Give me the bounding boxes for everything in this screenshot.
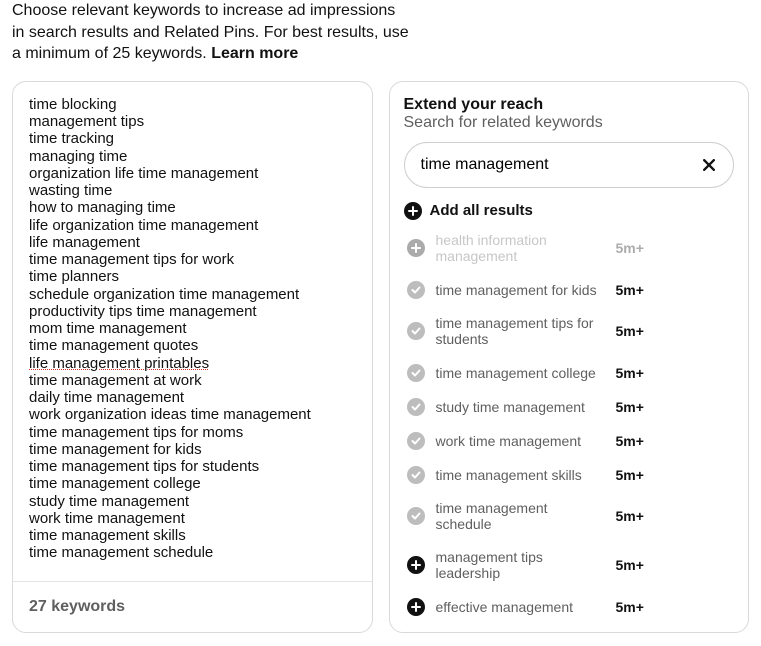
keyword-item[interactable]: time management tips for work xyxy=(29,251,356,268)
result-row[interactable]: effective management 5m+ xyxy=(404,590,729,624)
keyword-item[interactable]: time management schedule xyxy=(29,544,356,561)
keyword-item[interactable]: time management for kids xyxy=(29,441,356,458)
add-all-label: Add all results xyxy=(430,202,533,219)
clear-search-icon[interactable] xyxy=(699,154,719,176)
keyword-item[interactable]: time management tips for moms xyxy=(29,424,356,441)
keyword-item[interactable]: time planners xyxy=(29,268,356,285)
keyword-item[interactable]: daily time management xyxy=(29,389,356,406)
result-count: 5m+ xyxy=(616,399,644,415)
result-count: 5m+ xyxy=(616,599,644,615)
result-count: 5m+ xyxy=(616,240,644,256)
result-row[interactable]: time management tips for students 5m+ xyxy=(404,307,729,356)
result-count: 5m+ xyxy=(616,433,644,449)
keyword-item[interactable]: life management xyxy=(29,234,356,251)
result-row[interactable]: time management skills 5m+ xyxy=(404,458,729,492)
plus-icon xyxy=(404,202,422,220)
intro-text: Choose relevant keywords to increase ad … xyxy=(12,0,412,65)
panels: time blockingmanagement tipstime trackin… xyxy=(12,81,749,633)
keyword-item[interactable]: productivity tips time management xyxy=(29,303,356,320)
result-count: 5m+ xyxy=(616,282,644,298)
result-row[interactable]: work time management 5m+ xyxy=(404,424,729,458)
result-row[interactable]: time management for kids 5m+ xyxy=(404,273,729,307)
result-row[interactable]: study time management 5m+ xyxy=(404,390,729,424)
result-label: work time management xyxy=(436,433,606,450)
result-row[interactable]: time management college 5m+ xyxy=(404,356,729,390)
keyword-item[interactable]: work organization ideas time management xyxy=(29,406,356,423)
added-keyword-icon[interactable] xyxy=(407,322,425,340)
result-count: 5m+ xyxy=(616,508,644,524)
keyword-item[interactable]: wasting time xyxy=(29,182,356,199)
keyword-item[interactable]: how to managing time xyxy=(29,199,356,216)
result-label: health information management xyxy=(436,232,606,265)
keyword-item[interactable]: managing time xyxy=(29,148,356,165)
result-label: time management skills xyxy=(436,467,606,484)
keyword-search[interactable] xyxy=(404,142,735,188)
keyword-item[interactable]: time management college xyxy=(29,475,356,492)
result-label: effective management xyxy=(436,599,606,616)
added-keyword-icon[interactable] xyxy=(407,281,425,299)
extend-title: Extend your reach xyxy=(404,96,735,114)
add-all-results[interactable]: Add all results xyxy=(404,202,735,220)
keyword-item[interactable]: life organization time management xyxy=(29,217,356,234)
added-keyword-icon[interactable] xyxy=(407,507,425,525)
result-count: 5m+ xyxy=(616,467,644,483)
learn-more-link[interactable]: Learn more xyxy=(211,45,298,62)
keyword-item[interactable]: time management tips for students xyxy=(29,458,356,475)
result-row[interactable]: health information management 5m+ xyxy=(404,224,729,273)
added-keyword-icon[interactable] xyxy=(407,466,425,484)
result-count: 5m+ xyxy=(616,557,644,573)
extend-reach-panel: Extend your reach Search for related key… xyxy=(389,81,750,633)
keyword-item[interactable]: organization life time management xyxy=(29,165,356,182)
extend-subtitle: Search for related keywords xyxy=(404,114,735,132)
result-label: study time management xyxy=(436,399,606,416)
result-label: time management schedule xyxy=(436,500,606,533)
keyword-item[interactable]: time management at work xyxy=(29,372,356,389)
keyword-item[interactable]: life management printables xyxy=(29,355,356,372)
keyword-list[interactable]: time blockingmanagement tipstime trackin… xyxy=(13,82,372,581)
keyword-search-input[interactable] xyxy=(419,155,700,175)
keyword-item[interactable]: time management skills xyxy=(29,527,356,544)
keyword-item[interactable]: time blocking xyxy=(29,96,356,113)
result-count: 5m+ xyxy=(616,323,644,339)
added-keyword-icon[interactable] xyxy=(407,364,425,382)
keyword-item[interactable]: schedule organization time management xyxy=(29,286,356,303)
keyword-item[interactable]: time management quotes xyxy=(29,337,356,354)
keyword-item[interactable]: time tracking xyxy=(29,130,356,147)
result-label: management tips leadership xyxy=(436,549,606,582)
result-row[interactable]: management tips leadership 5m+ xyxy=(404,541,729,590)
keyword-item[interactable]: management tips xyxy=(29,113,356,130)
result-label: time management tips for students xyxy=(436,315,606,348)
results-list[interactable]: health information management5m+time man… xyxy=(404,224,735,624)
keyword-item[interactable]: work time management xyxy=(29,510,356,527)
result-label: time management for kids xyxy=(436,282,606,299)
result-count: 5m+ xyxy=(616,365,644,381)
add-keyword-icon[interactable] xyxy=(407,556,425,574)
selected-keywords-panel: time blockingmanagement tipstime trackin… xyxy=(12,81,373,633)
add-keyword-icon[interactable] xyxy=(407,598,425,616)
keyword-count-footer: 27 keywords xyxy=(13,581,372,632)
keyword-item[interactable]: study time management xyxy=(29,493,356,510)
result-row[interactable]: time management schedule 5m+ xyxy=(404,492,729,541)
add-keyword-icon[interactable] xyxy=(407,239,425,257)
added-keyword-icon[interactable] xyxy=(407,398,425,416)
added-keyword-icon[interactable] xyxy=(407,432,425,450)
keyword-item[interactable]: mom time management xyxy=(29,320,356,337)
result-label: time management college xyxy=(436,365,606,382)
